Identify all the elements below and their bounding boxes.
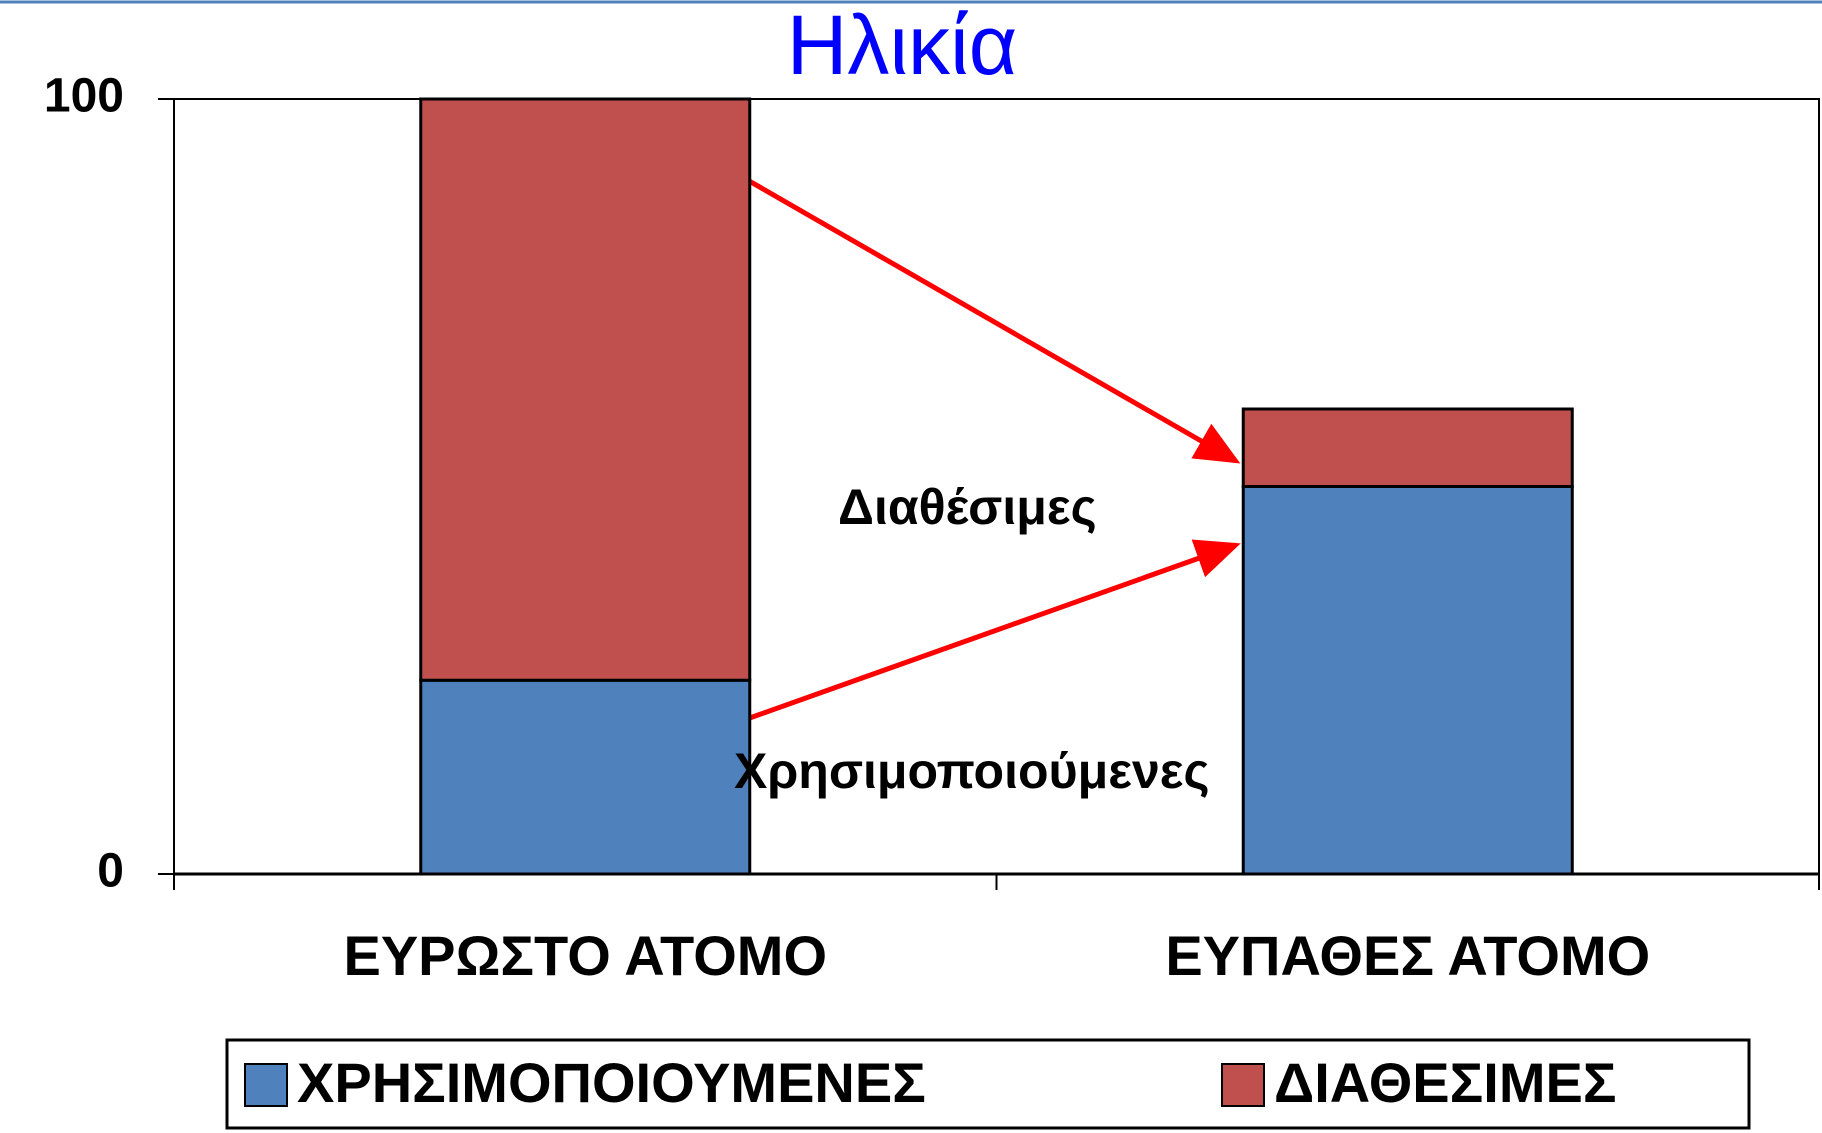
bar-segment <box>1241 407 1574 488</box>
bar-segment <box>419 678 752 876</box>
legend-box <box>225 1038 1751 1130</box>
x-tick-label: ΕΥΡΩΣΤΟ ΑΤΟΜΟ <box>343 924 827 987</box>
legend-label: ΔΙΑΘΕΣΙΜΕΣ <box>1274 1051 1616 1114</box>
x-tick-label: ΕΥΠΑΘΕΣ ΑΤΟΜΟ <box>1165 924 1650 987</box>
arrow <box>742 175 1241 464</box>
annotation: Διαθέσιμες <box>838 479 1097 535</box>
bar-segment <box>1241 485 1574 876</box>
annotation: Χρησιμοποιούμενες <box>734 743 1210 799</box>
chart-title: Ηλικία <box>787 0 1018 92</box>
y-tick-label: 100 <box>44 70 124 123</box>
arrow <box>743 539 1241 723</box>
y-tick-label: 0 <box>97 845 124 898</box>
legend-swatch <box>1221 1063 1265 1107</box>
legend-label: ΧΡΗΣΙΜΟΠΟΙΟΥΜΕΝΕΣ <box>297 1051 926 1114</box>
bar-segment <box>419 97 752 682</box>
legend-swatch <box>244 1063 288 1107</box>
